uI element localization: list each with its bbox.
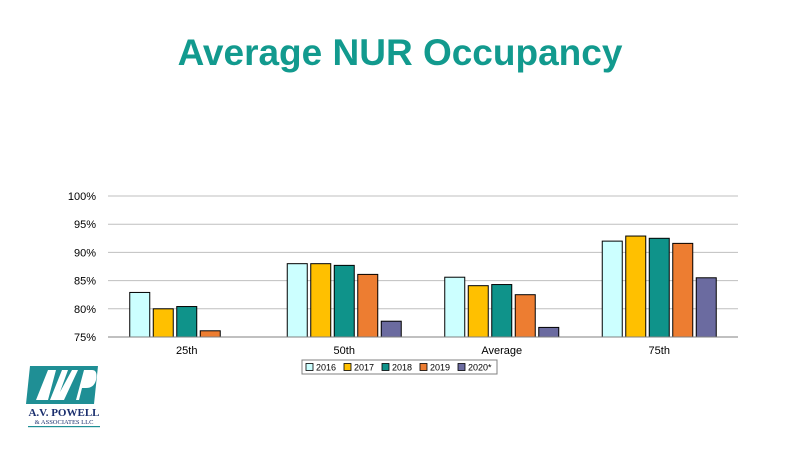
bar-2018-75th (648, 237, 670, 338)
logo-mark-v (50, 370, 78, 400)
bar-2016-average (444, 276, 466, 338)
bar-2018-50th (333, 264, 355, 338)
logo-mark-p (76, 370, 97, 400)
y-tick-label: 90% (74, 247, 96, 259)
bar-2018-average (491, 284, 513, 338)
bar-2019-75th (672, 242, 694, 338)
bar-2017-75th (625, 235, 647, 338)
y-tick-label: 100% (68, 191, 96, 203)
bar-2017-average (467, 285, 489, 338)
x-tick-label: Average (481, 345, 522, 357)
legend-label: 2019 (430, 363, 450, 373)
x-tick-label: 25th (176, 345, 197, 357)
legend-swatch (419, 363, 428, 371)
legend-swatch (305, 363, 314, 371)
bars (129, 235, 717, 338)
logo-mark-a (36, 370, 56, 400)
logo-name: A.V. POWELL (28, 407, 99, 419)
legend-swatch (457, 363, 466, 371)
x-tick-label: 50th (334, 345, 355, 357)
bar-2016-50th (286, 263, 308, 338)
bar-2018-25th (176, 306, 198, 338)
bar-2017-50th (310, 263, 332, 338)
bar-2020-average (538, 326, 560, 338)
legend: 2016 2017 2018 2019 2020* (301, 359, 498, 375)
bar-2016-25th (129, 291, 151, 338)
bar-2019-50th (357, 273, 379, 338)
bar-2019-25th (199, 330, 221, 338)
slide-title: Average NUR Occupancy (177, 32, 623, 73)
logo-underline (28, 426, 100, 428)
y-tick-label: 80% (74, 304, 96, 316)
bar-2017-25th (152, 308, 174, 338)
x-axis: 25th 50th Average 75th (108, 336, 738, 357)
legend-swatch (343, 363, 352, 371)
av-powell-logo: A.V. POWELL & ASSOCIATES LLC (26, 366, 100, 428)
bar-2019-average (514, 294, 536, 338)
logo-sub: & ASSOCIATES LLC (35, 419, 94, 426)
y-axis: 75% 80% 85% 90% 95% 100% (68, 191, 96, 344)
y-tick-label: 85% (74, 276, 96, 288)
bar-2016-75th (601, 240, 623, 338)
x-tick-label: 75th (649, 345, 670, 357)
legend-label: 2020* (468, 363, 492, 373)
y-tick-label: 95% (74, 219, 96, 231)
bar-2020-50th (380, 320, 402, 338)
legend-swatch (381, 363, 390, 371)
bar-2020-75th (695, 277, 717, 338)
legend-label: 2017 (354, 363, 374, 373)
legend-label: 2018 (392, 363, 412, 373)
y-tick-label: 75% (74, 332, 96, 344)
legend-label: 2016 (316, 363, 336, 373)
